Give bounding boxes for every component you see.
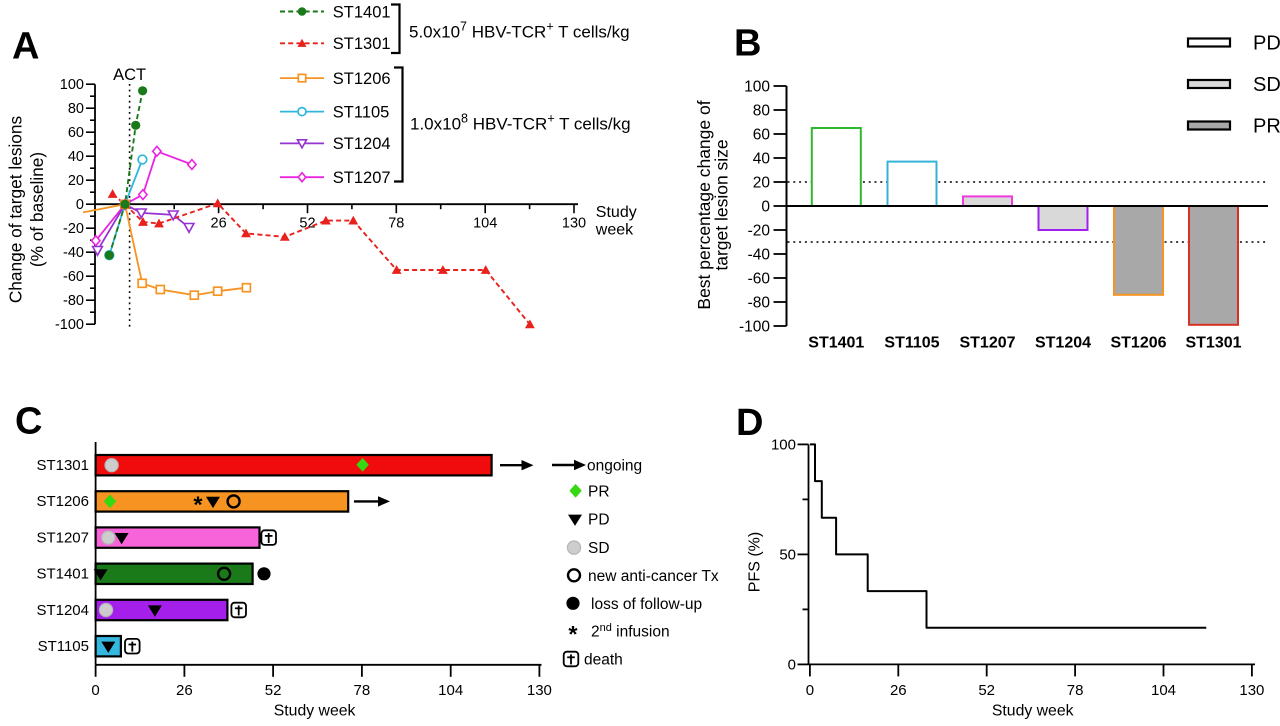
svg-text:-80: -80 bbox=[748, 294, 771, 311]
svg-text:-40: -40 bbox=[748, 246, 771, 263]
svg-text:0: 0 bbox=[761, 198, 770, 215]
svg-text:new anti-cancer Tx: new anti-cancer Tx bbox=[588, 568, 719, 585]
svg-text:*: * bbox=[193, 491, 203, 517]
svg-text:ST1301: ST1301 bbox=[333, 35, 391, 53]
svg-text:ST1204: ST1204 bbox=[1035, 335, 1091, 352]
svg-text:26: 26 bbox=[176, 682, 193, 699]
svg-text:80: 80 bbox=[68, 101, 84, 117]
svg-text:B: B bbox=[734, 23, 761, 65]
svg-text:5.0x107 HBV-TCR+ T cells/kg: 5.0x107 HBV-TCR+ T cells/kg bbox=[409, 20, 630, 42]
svg-text:week: week bbox=[595, 221, 634, 238]
svg-text:52: 52 bbox=[299, 216, 315, 232]
svg-text:ST1105: ST1105 bbox=[884, 335, 939, 352]
svg-text:26: 26 bbox=[211, 216, 227, 232]
svg-text:52: 52 bbox=[265, 682, 282, 699]
svg-text:Best percentage change of: Best percentage change of bbox=[694, 100, 714, 309]
svg-text:1.0x108 HBV-TCR+ T cells/kg: 1.0x108 HBV-TCR+ T cells/kg bbox=[410, 112, 631, 134]
svg-text:ACT: ACT bbox=[113, 66, 146, 84]
svg-text:40: 40 bbox=[753, 150, 771, 167]
svg-text:130: 130 bbox=[527, 682, 552, 699]
svg-text:60: 60 bbox=[753, 126, 771, 143]
svg-text:PD: PD bbox=[588, 512, 610, 529]
svg-text:loss of follow-up: loss of follow-up bbox=[591, 596, 702, 613]
svg-text:26: 26 bbox=[890, 682, 907, 699]
svg-text:-60: -60 bbox=[63, 269, 84, 285]
svg-text:ST1206: ST1206 bbox=[1110, 335, 1166, 352]
svg-text:40: 40 bbox=[68, 149, 84, 165]
svg-text:PR: PR bbox=[1253, 116, 1280, 138]
svg-text:130: 130 bbox=[562, 216, 586, 232]
svg-text:0: 0 bbox=[76, 197, 84, 213]
svg-text:A: A bbox=[12, 26, 39, 68]
svg-text:ST1204: ST1204 bbox=[36, 602, 89, 619]
svg-text:20: 20 bbox=[753, 174, 771, 191]
svg-text:-60: -60 bbox=[748, 270, 771, 287]
svg-text:ST1301: ST1301 bbox=[1185, 335, 1241, 352]
svg-text:SD: SD bbox=[1253, 74, 1280, 96]
svg-text:-40: -40 bbox=[63, 245, 84, 261]
svg-text:Study week: Study week bbox=[992, 703, 1074, 720]
svg-text:ST1206: ST1206 bbox=[36, 493, 89, 510]
svg-text:Change of target lesions: Change of target lesions bbox=[5, 115, 25, 303]
svg-text:ST1207: ST1207 bbox=[959, 335, 1015, 352]
svg-text:0: 0 bbox=[806, 682, 814, 699]
svg-text:ST1301: ST1301 bbox=[36, 457, 89, 474]
svg-text:-20: -20 bbox=[63, 221, 84, 237]
svg-text:78: 78 bbox=[354, 682, 371, 699]
svg-text:PR: PR bbox=[588, 483, 610, 500]
svg-text:ST1401: ST1401 bbox=[36, 566, 89, 583]
svg-text:ST1105: ST1105 bbox=[333, 103, 390, 121]
svg-text:104: 104 bbox=[473, 216, 497, 232]
svg-text:104: 104 bbox=[438, 682, 463, 699]
svg-text:100: 100 bbox=[60, 77, 84, 93]
svg-text:ST1401: ST1401 bbox=[333, 3, 391, 21]
svg-text:ST1206: ST1206 bbox=[333, 70, 391, 88]
svg-text:78: 78 bbox=[1067, 682, 1084, 699]
svg-text:ST1207: ST1207 bbox=[36, 529, 89, 546]
svg-text:Study: Study bbox=[596, 204, 637, 221]
svg-text:80: 80 bbox=[753, 102, 771, 119]
svg-text:50: 50 bbox=[779, 547, 796, 564]
svg-text:ST1105: ST1105 bbox=[38, 638, 89, 655]
svg-text:PFS (%): PFS (%) bbox=[747, 532, 764, 592]
svg-text:ST1207: ST1207 bbox=[333, 169, 391, 187]
svg-text:60: 60 bbox=[68, 125, 84, 141]
svg-text:20: 20 bbox=[68, 173, 84, 189]
svg-text:target lesion size: target lesion size bbox=[711, 139, 731, 270]
svg-text:78: 78 bbox=[388, 216, 404, 232]
svg-text:PD: PD bbox=[1253, 33, 1280, 55]
svg-text:C: C bbox=[15, 401, 42, 443]
svg-text:death: death bbox=[584, 652, 623, 669]
svg-text:-100: -100 bbox=[739, 318, 770, 335]
svg-text:D: D bbox=[736, 402, 763, 444]
svg-text:104: 104 bbox=[1151, 682, 1176, 699]
svg-text:(% of baseline): (% of baseline) bbox=[27, 152, 47, 267]
svg-text:SD: SD bbox=[588, 540, 610, 557]
svg-text:100: 100 bbox=[744, 78, 770, 95]
svg-text:ST1204: ST1204 bbox=[333, 135, 391, 153]
svg-text:-80: -80 bbox=[63, 293, 84, 309]
svg-text:*: * bbox=[568, 621, 578, 647]
svg-text:ongoing: ongoing bbox=[587, 458, 642, 475]
svg-text:130: 130 bbox=[1239, 682, 1264, 699]
svg-text:0: 0 bbox=[91, 682, 99, 699]
svg-text:0: 0 bbox=[788, 657, 796, 674]
svg-text:ST1401: ST1401 bbox=[808, 335, 864, 352]
svg-text:100: 100 bbox=[771, 437, 796, 454]
svg-text:-20: -20 bbox=[748, 222, 771, 239]
svg-text:-100: -100 bbox=[55, 317, 84, 333]
svg-text:Study week: Study week bbox=[274, 703, 356, 720]
svg-text:52: 52 bbox=[978, 682, 995, 699]
